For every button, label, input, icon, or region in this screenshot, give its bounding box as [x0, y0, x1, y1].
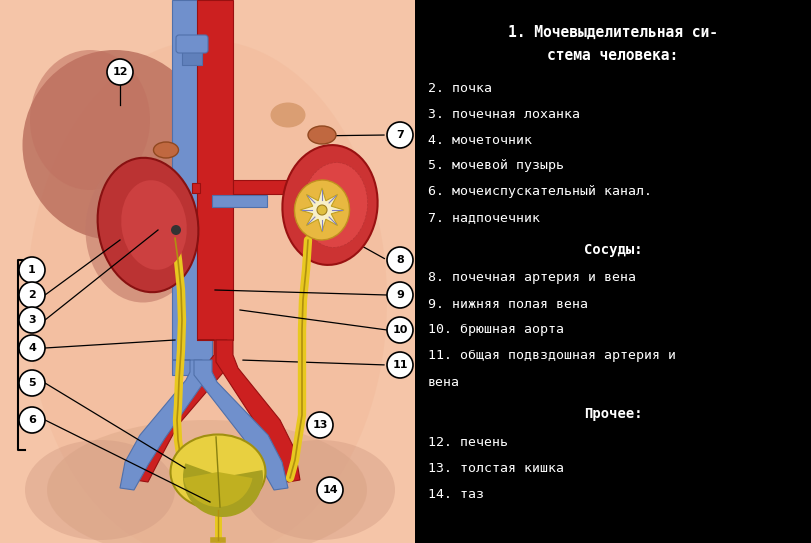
- Ellipse shape: [121, 180, 187, 270]
- FancyBboxPatch shape: [176, 35, 208, 53]
- Polygon shape: [135, 340, 227, 482]
- Text: 3. почечная лоханка: 3. почечная лоханка: [428, 108, 580, 121]
- Circle shape: [19, 407, 45, 433]
- Text: 6. мочеиспускательный канал.: 6. мочеиспускательный канал.: [428, 186, 652, 199]
- Circle shape: [387, 122, 413, 148]
- Circle shape: [387, 247, 413, 273]
- Text: 1: 1: [28, 265, 36, 275]
- Wedge shape: [183, 463, 263, 517]
- Polygon shape: [300, 188, 344, 232]
- Ellipse shape: [23, 50, 208, 240]
- Ellipse shape: [85, 157, 200, 302]
- Bar: [148, 205, 172, 219]
- Text: 4: 4: [28, 343, 36, 353]
- Circle shape: [307, 412, 333, 438]
- Ellipse shape: [97, 158, 199, 292]
- Circle shape: [19, 335, 45, 361]
- Text: 11: 11: [393, 360, 408, 370]
- Ellipse shape: [294, 180, 350, 240]
- Text: 10: 10: [393, 325, 408, 335]
- Ellipse shape: [245, 440, 395, 540]
- Text: 13. толстая кишка: 13. толстая кишка: [428, 462, 564, 475]
- Circle shape: [317, 477, 343, 503]
- Text: 13: 13: [312, 420, 328, 430]
- Ellipse shape: [303, 162, 367, 248]
- Bar: [212, 195, 267, 207]
- Bar: [182, 40, 202, 65]
- Text: 8. почечная артерия и вена: 8. почечная артерия и вена: [428, 272, 636, 285]
- Circle shape: [387, 352, 413, 378]
- Ellipse shape: [47, 420, 367, 543]
- Text: 14. таз: 14. таз: [428, 488, 484, 501]
- Text: 12: 12: [112, 67, 128, 77]
- Text: стема человека:: стема человека:: [547, 48, 679, 64]
- Circle shape: [19, 370, 45, 396]
- Text: 10. брюшная аорта: 10. брюшная аорта: [428, 324, 564, 337]
- Ellipse shape: [153, 142, 178, 158]
- Circle shape: [171, 225, 181, 235]
- Circle shape: [19, 307, 45, 333]
- Text: вена: вена: [428, 376, 460, 388]
- Bar: [415, 0, 811, 543]
- Text: 11. общая подвздошная артерия и: 11. общая подвздошная артерия и: [428, 350, 676, 363]
- Text: 5. мочевой пузырь: 5. мочевой пузырь: [428, 160, 564, 173]
- Text: Сосуды:: Сосуды:: [584, 243, 642, 257]
- Text: 14: 14: [322, 485, 338, 495]
- Circle shape: [387, 282, 413, 308]
- Bar: [233, 180, 288, 194]
- Polygon shape: [216, 340, 300, 482]
- Text: 5: 5: [28, 378, 36, 388]
- Circle shape: [19, 257, 45, 283]
- Polygon shape: [194, 360, 288, 490]
- Text: 12. печень: 12. печень: [428, 435, 508, 449]
- Bar: [172, 0, 212, 375]
- Ellipse shape: [271, 103, 306, 128]
- Bar: [197, 0, 233, 340]
- Ellipse shape: [27, 40, 387, 543]
- Ellipse shape: [308, 126, 336, 144]
- Text: 8: 8: [396, 255, 404, 265]
- Text: 9. нижняя полая вена: 9. нижняя полая вена: [428, 298, 588, 311]
- Text: 7. надпочечник: 7. надпочечник: [428, 212, 540, 224]
- Ellipse shape: [25, 440, 175, 540]
- Circle shape: [387, 317, 413, 343]
- Circle shape: [19, 282, 45, 308]
- Ellipse shape: [30, 50, 150, 190]
- Ellipse shape: [282, 145, 378, 265]
- Circle shape: [107, 59, 133, 85]
- Text: 3: 3: [28, 315, 36, 325]
- Text: 1. Мочевыделительная си-: 1. Мочевыделительная си-: [508, 24, 718, 40]
- Text: 9: 9: [396, 290, 404, 300]
- Bar: [148, 220, 172, 231]
- Circle shape: [317, 205, 327, 215]
- Ellipse shape: [170, 434, 265, 509]
- Text: 2. почка: 2. почка: [428, 81, 492, 94]
- Text: Прочее:: Прочее:: [584, 407, 642, 421]
- Text: 2: 2: [28, 290, 36, 300]
- Polygon shape: [120, 360, 202, 490]
- Text: 7: 7: [396, 130, 404, 140]
- Bar: [0, 0, 415, 543]
- Text: 6: 6: [28, 415, 36, 425]
- Text: 4. мочеточник: 4. мочеточник: [428, 134, 532, 147]
- Bar: [192, 183, 200, 193]
- Wedge shape: [183, 472, 252, 507]
